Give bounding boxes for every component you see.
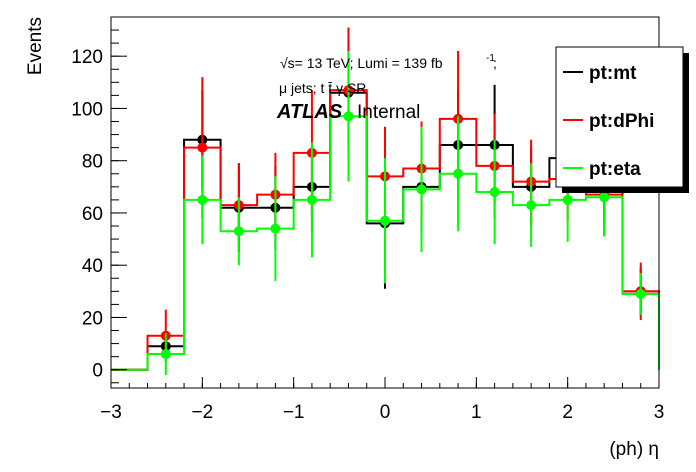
- annotation-region: μ jets; t t̄ γ SR: [279, 80, 366, 96]
- ticks-layer: −3 −2 −1 0 1 2 3 0 20 40 60 80 100 120: [71, 29, 665, 423]
- data-point: [343, 111, 354, 122]
- x-tick-label: 3: [654, 402, 665, 423]
- data-point: [197, 194, 208, 205]
- data-point: [599, 192, 610, 203]
- atlas-label: ATLAS: [276, 101, 343, 123]
- data-point: [160, 349, 171, 360]
- y-tick-label: 120: [71, 47, 103, 68]
- x-axis-label: (ph) η: [609, 439, 659, 460]
- x-tick-label: 0: [380, 402, 391, 423]
- data-point: [635, 288, 646, 299]
- histogram-line: [111, 115, 660, 371]
- data-point: [306, 194, 317, 205]
- annotation-lumi-end: ;: [493, 55, 497, 71]
- annotation-block: √s= 13 TeV; Lumi = 139 fb -1 ; μ jets; t…: [276, 53, 497, 123]
- legend-label-pt-dphi: pt:dPhi: [589, 111, 654, 132]
- data-point: [270, 223, 281, 234]
- data-point: [416, 184, 427, 195]
- data-point: [380, 215, 390, 226]
- x-tick-label: 1: [471, 402, 482, 423]
- annotation-lumi-superscript: -1: [486, 53, 495, 64]
- data-point: [526, 200, 537, 211]
- data-point: [233, 226, 244, 237]
- x-tick-label: −3: [100, 402, 122, 423]
- legend-box: [555, 46, 684, 188]
- data-point: [489, 187, 500, 198]
- data-point: [562, 194, 573, 205]
- x-tick-label: −2: [191, 402, 213, 423]
- internal-label: Internal: [357, 102, 420, 123]
- y-tick-label: 20: [82, 308, 103, 329]
- x-tick-label: −1: [283, 402, 305, 423]
- data-point: [453, 168, 464, 179]
- x-tick-label: 2: [562, 402, 573, 423]
- y-tick-label: 0: [92, 361, 103, 382]
- series-pt-eta: [111, 50, 660, 375]
- data-point: [197, 142, 208, 153]
- legend-label-pt-mt: pt:mt: [589, 63, 637, 84]
- annotation-energy-lumi: √s= 13 TeV; Lumi = 139 fb: [280, 55, 443, 71]
- y-axis-label: Events: [25, 17, 46, 75]
- legend: pt:mt pt:dPhi pt:eta: [555, 46, 689, 193]
- y-tick-label: 80: [82, 152, 103, 173]
- y-tick-label: 40: [82, 256, 103, 277]
- y-tick-label: 60: [82, 204, 103, 225]
- y-tick-label: 100: [71, 99, 103, 120]
- legend-label-pt-eta: pt:eta: [589, 159, 641, 180]
